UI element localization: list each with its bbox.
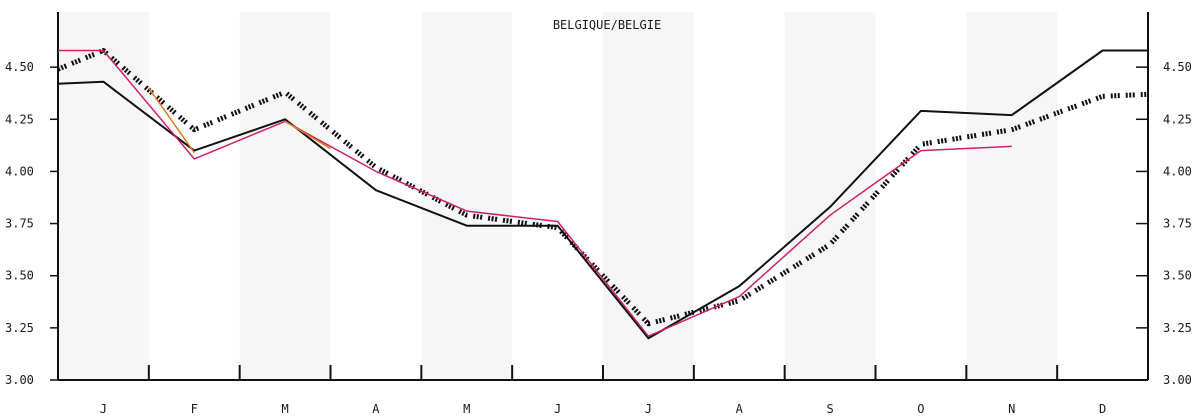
month-label: A	[736, 402, 744, 416]
background-band	[58, 12, 149, 380]
y-tick-label-left: 3.75	[5, 217, 34, 231]
y-tick-label-right: 4.00	[1163, 164, 1192, 178]
month-label: J	[100, 402, 107, 416]
month-label: M	[281, 402, 288, 416]
month-label: N	[1008, 402, 1015, 416]
month-label: J	[554, 402, 561, 416]
y-tick-label-left: 4.00	[5, 164, 34, 178]
y-tick-label-right: 3.00	[1163, 373, 1192, 387]
month-label: A	[372, 402, 380, 416]
background-bands	[58, 12, 1058, 380]
y-tick-label-left: 3.25	[5, 321, 34, 335]
series-line-colored	[148, 87, 195, 154]
background-band	[421, 12, 513, 380]
series-line-dashed	[57, 48, 1149, 327]
month-label: F	[191, 402, 198, 416]
chart-title: BELGIQUE/BELGIE	[553, 18, 661, 32]
y-tick-label-right: 3.25	[1163, 321, 1192, 335]
y-tick-label-left: 3.00	[5, 373, 34, 387]
y-axis-ticks: 3.00 3.00 3.25 3.25 3.50 3.50 3.75 3.75 4.00 4.00…	[5, 60, 1192, 387]
background-band	[603, 12, 694, 380]
background-band	[784, 12, 876, 380]
month-label: D	[1099, 402, 1106, 416]
month-label: J	[645, 402, 652, 416]
background-band	[966, 12, 1058, 380]
y-tick-label-right: 4.25	[1163, 112, 1192, 126]
y-tick-label-left: 3.50	[5, 269, 34, 283]
series-line-solid	[57, 49, 1148, 340]
month-label: O	[917, 402, 924, 416]
month-label: S	[826, 402, 833, 416]
background-band	[239, 12, 331, 380]
y-tick-label-left: 4.50	[5, 60, 34, 74]
y-tick-label-right: 3.75	[1163, 217, 1192, 231]
series-line-colored	[284, 120, 331, 150]
y-tick-label-right: 3.50	[1163, 269, 1192, 283]
y-tick-label-left: 4.25	[5, 112, 34, 126]
series-line-colored	[58, 49, 1012, 337]
month-label: M	[463, 402, 470, 416]
y-tick-label-right: 4.50	[1163, 60, 1192, 74]
series-layer	[57, 48, 1149, 340]
